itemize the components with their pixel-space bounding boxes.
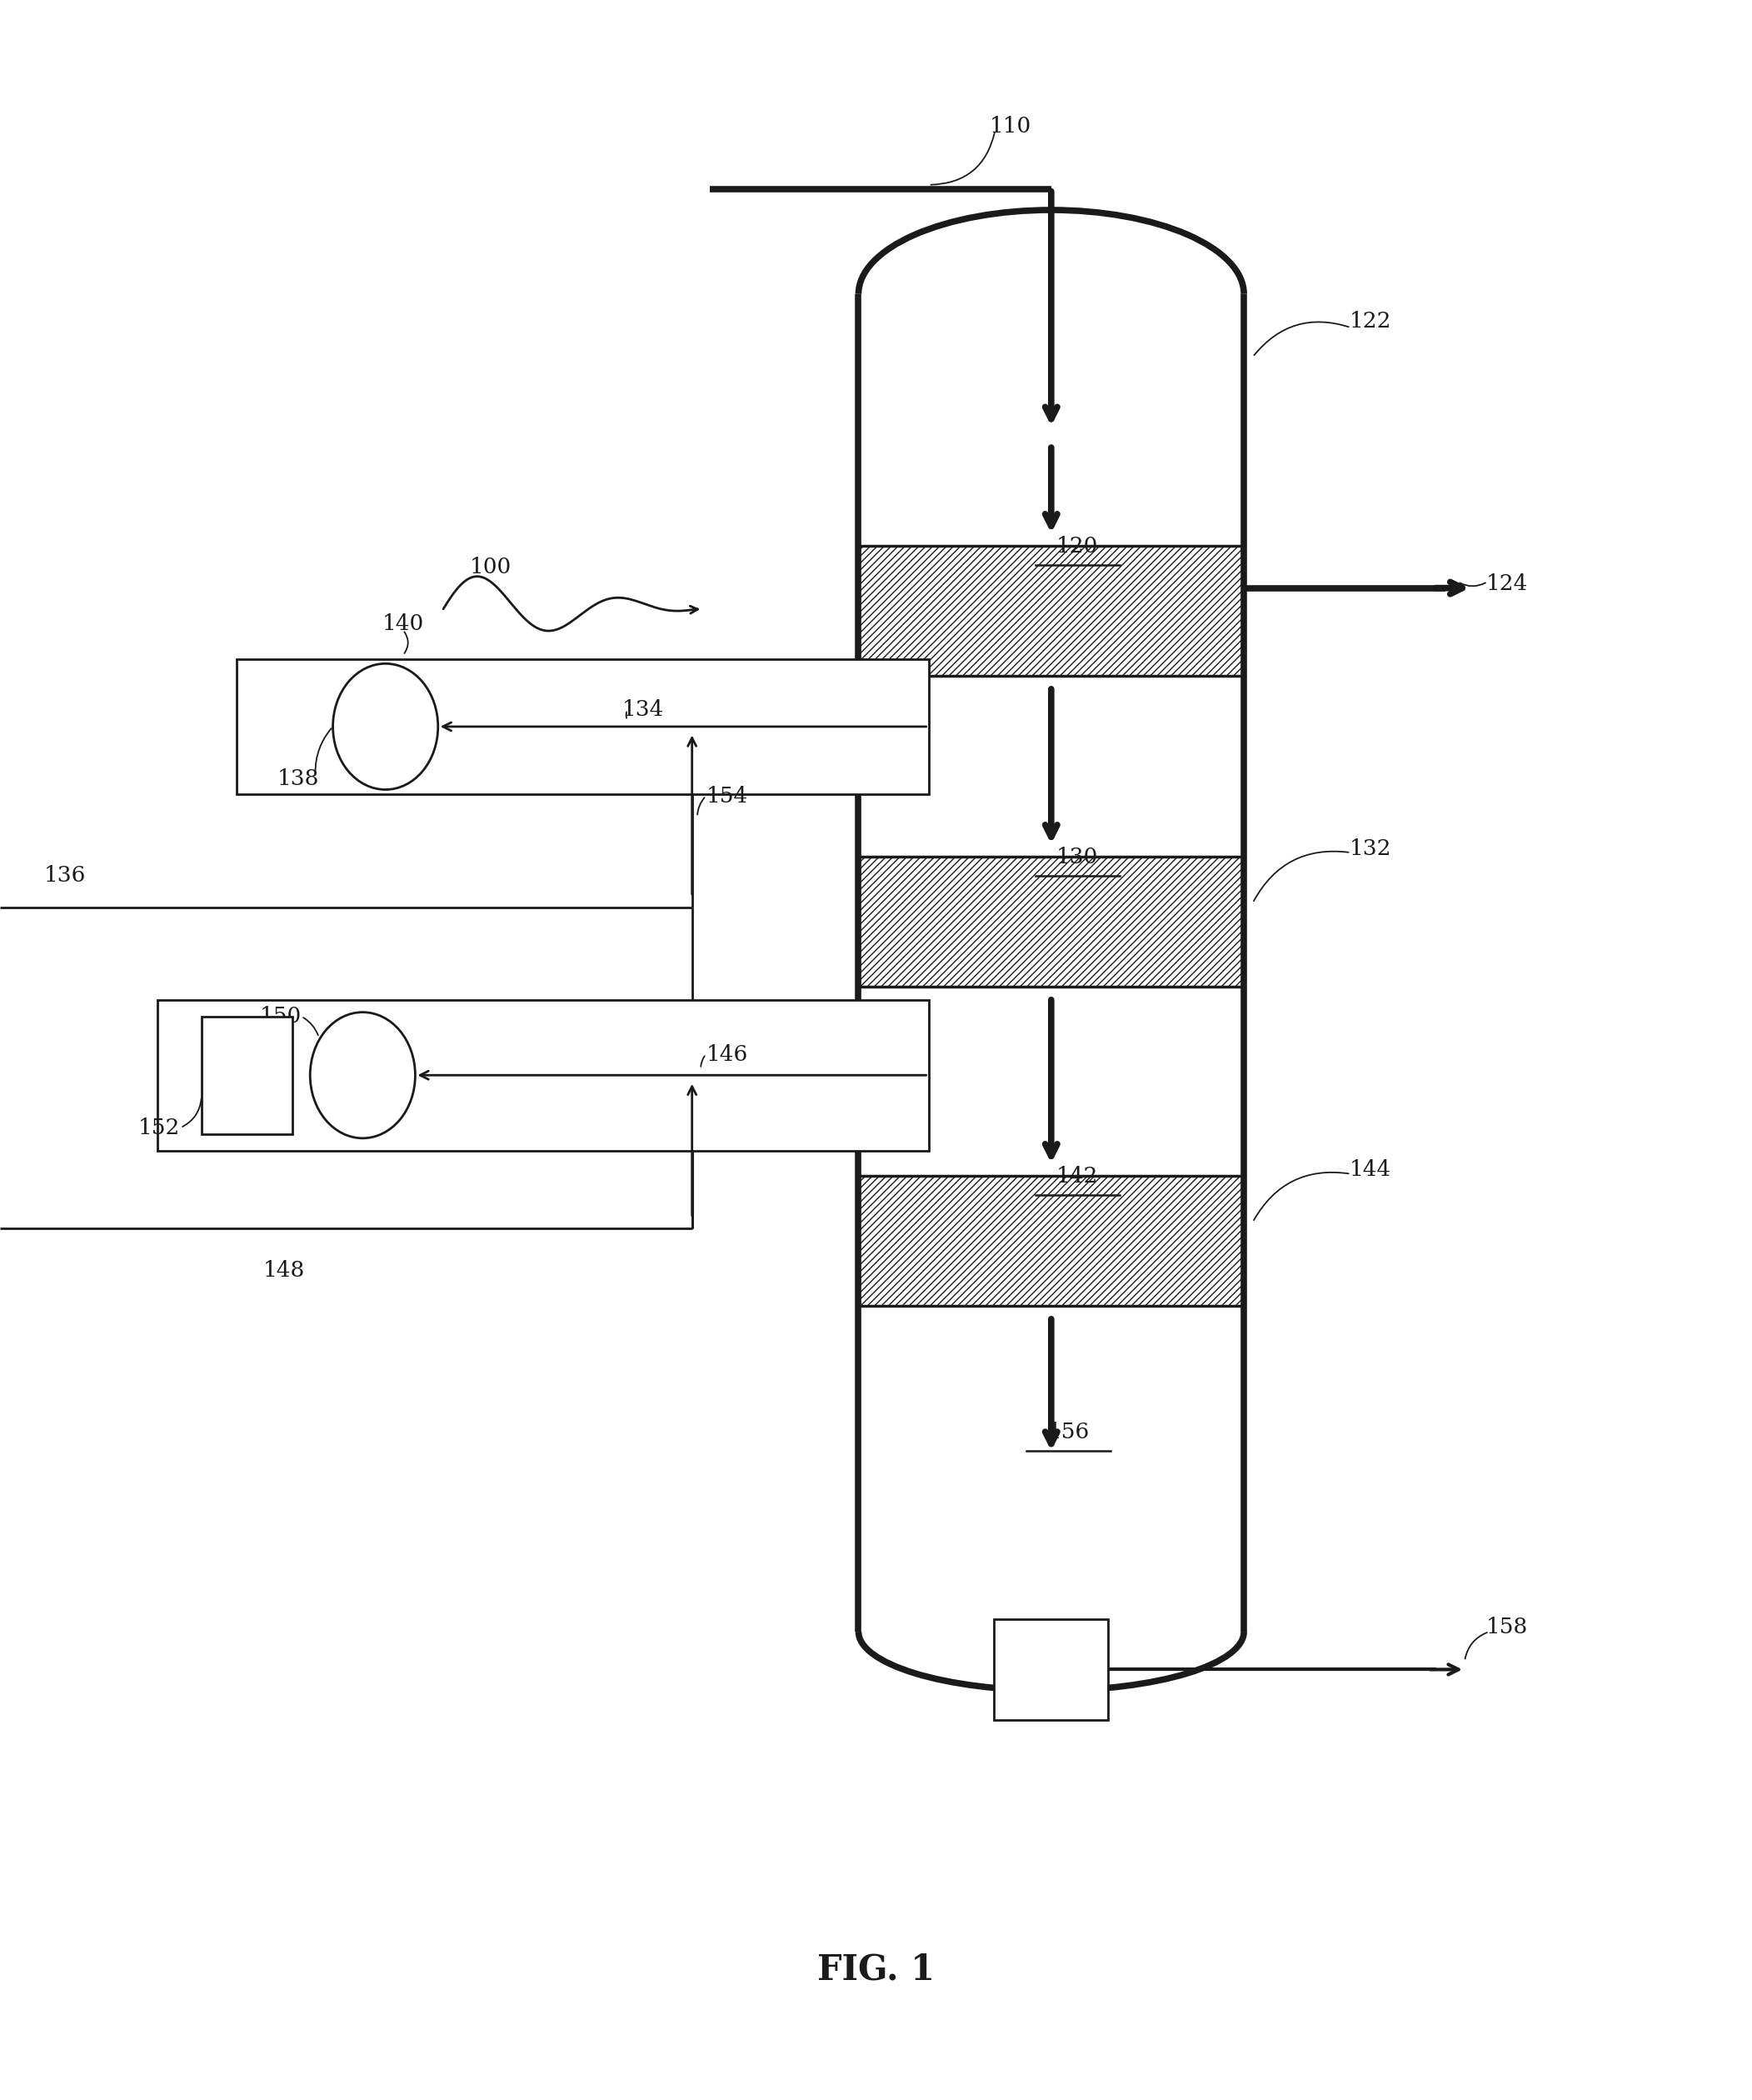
Text: 120: 120 — [1056, 536, 1099, 557]
Text: 110: 110 — [990, 116, 1032, 137]
Text: 154: 154 — [706, 785, 748, 806]
Text: 100: 100 — [470, 557, 512, 578]
Bar — [995, 1619, 1109, 1720]
Text: 122: 122 — [1349, 311, 1391, 332]
Text: 148: 148 — [263, 1260, 305, 1281]
Text: 140: 140 — [382, 613, 424, 634]
Text: 158: 158 — [1486, 1617, 1528, 1638]
Circle shape — [333, 664, 438, 790]
Text: 144: 144 — [1349, 1159, 1391, 1180]
Text: 130: 130 — [1056, 846, 1099, 867]
Polygon shape — [858, 546, 1244, 676]
Polygon shape — [858, 1176, 1244, 1306]
Text: 152: 152 — [138, 1117, 180, 1138]
Text: 132: 132 — [1349, 838, 1391, 859]
Text: 138: 138 — [277, 769, 319, 790]
Text: 136: 136 — [44, 865, 86, 886]
Text: 142: 142 — [1056, 1166, 1099, 1186]
Bar — [201, 1016, 293, 1134]
Polygon shape — [858, 857, 1244, 987]
Text: 124: 124 — [1486, 573, 1528, 594]
Bar — [237, 659, 929, 794]
Text: 134: 134 — [622, 699, 664, 720]
Text: 150: 150 — [259, 1006, 301, 1027]
Circle shape — [310, 1012, 415, 1138]
Bar — [158, 1000, 929, 1151]
Text: 146: 146 — [706, 1044, 748, 1065]
Text: 156: 156 — [1048, 1422, 1090, 1443]
Text: FIG. 1: FIG. 1 — [816, 1953, 936, 1987]
